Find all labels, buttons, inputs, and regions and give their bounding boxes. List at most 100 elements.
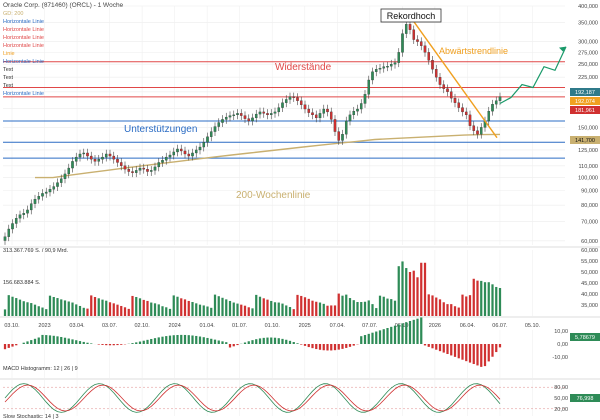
volume-bar [333,305,337,316]
macd-bar [431,344,434,349]
price-tick-label: 400,000 [578,4,598,10]
volume-bar [326,305,329,316]
candle-body [374,69,378,72]
legend-item: Horizontale Linie [3,43,44,49]
candle-body [423,45,427,53]
candle [434,64,438,82]
volume-bar [348,298,352,316]
macd-bar [150,338,153,344]
volume-bar [56,298,59,316]
candle-body [7,228,11,237]
candle [446,84,449,97]
macd-bar [476,344,479,366]
volume-bar [345,294,348,316]
candle [408,20,412,35]
candle [352,106,356,120]
volume-bar [71,302,74,316]
macd-bar [3,344,7,350]
candle-body [449,91,453,99]
candle-body [397,52,401,63]
x-tick-label: 01.10. [265,323,281,329]
volume-bar [255,294,258,316]
candle-body [288,96,292,100]
macd-bar [41,334,44,344]
candle [3,232,7,245]
candle [423,41,427,57]
candle [206,132,209,147]
candle [183,146,187,159]
candle-body [329,111,333,120]
macd-bar [442,344,445,353]
volume-bar [7,295,10,316]
candle-body [296,97,299,101]
candle-body [41,193,44,197]
macd-bar [412,319,415,344]
candle [104,149,108,162]
x-tick-label: 2025 [299,323,311,329]
macd-bar [408,320,412,344]
macd-bar [187,335,190,344]
candle [479,123,483,139]
price-badge: 192,187 [570,88,600,96]
macd-bar [393,325,397,344]
candle-body [277,107,281,113]
volume-bar [367,300,370,316]
candle-body [314,114,318,119]
macd-bar [498,344,502,348]
volume-bar [97,298,100,316]
volume-bar [285,305,288,316]
macd-bar [161,336,164,344]
price-badge-bg [570,88,600,96]
stoch-tick-label: 20,00 [554,407,568,413]
macd-bar [427,344,430,347]
candle [461,103,464,117]
volume-bar [311,300,314,316]
volume-bar [45,309,48,316]
macd-bar [438,344,442,352]
candle [101,152,104,164]
macd-bar [285,339,288,344]
macd-bar [375,331,378,344]
volume-bar [341,295,344,316]
candle [134,166,138,178]
price-tick-label: 70,000 [581,220,598,226]
macd-bar [288,340,292,344]
candle [56,178,59,191]
candle-body [22,213,26,215]
volume-bar [112,303,115,316]
volume-bar [360,302,363,316]
legend-item: Text [3,75,14,81]
macd-bar [367,333,370,344]
candle [228,111,232,122]
x-tick-label: 2024 [169,323,181,329]
macd-bar [22,342,25,344]
x-tick-label: 01.07. [232,323,248,329]
volume-bar [476,280,479,316]
volume-bar [86,308,89,316]
candle-body [498,96,502,101]
macd-bar [468,344,472,363]
candle-body [318,113,322,119]
volume-bar [270,300,273,316]
candle-body [228,115,232,118]
legend-item: Horizontale Linie [3,59,44,65]
macd-bar [108,344,112,346]
volume-bar [352,300,355,316]
x-tick-label: 03.04. [69,323,85,329]
candle-body [146,169,149,172]
volume-bar [427,294,430,316]
volume-bar [487,282,490,316]
macd-bar [423,344,427,346]
candle [217,118,221,131]
volume-bar [292,309,295,316]
volume-bar [142,299,145,316]
price-tick-label: 250,000 [578,62,598,68]
price-tick-label: 350,000 [578,21,598,27]
time-axis: 03.10. 2023 03.04. 03.07. 02.10. 2024 01.04. 01… [4,323,540,329]
candle [378,63,382,74]
volume-bar [442,302,445,316]
candle-body [494,100,498,105]
candle-body [11,223,14,230]
macd-bar [195,335,198,344]
macd-bar [52,335,55,344]
